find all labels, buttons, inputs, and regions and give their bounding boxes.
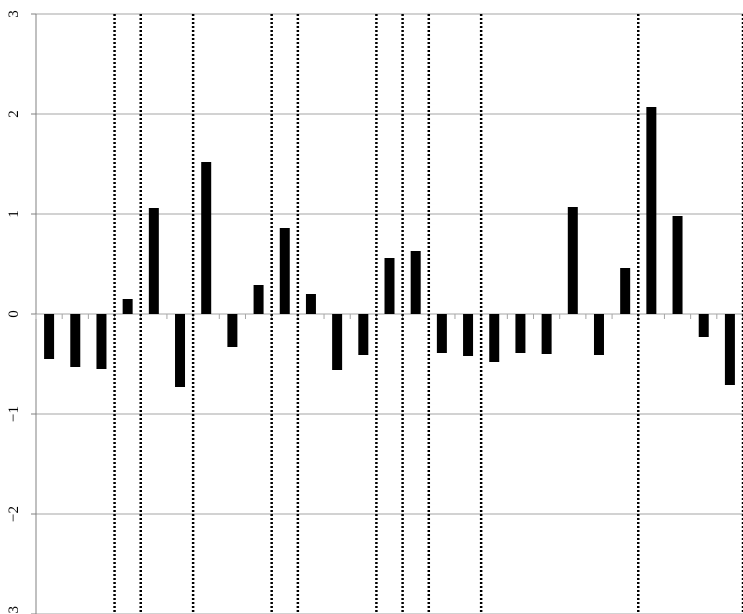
bar	[175, 314, 186, 387]
group-dividers	[113, 14, 743, 614]
bar	[70, 314, 81, 367]
bar	[253, 285, 264, 314]
bar	[593, 314, 604, 355]
bar	[567, 207, 578, 314]
bar	[201, 162, 212, 314]
bar	[515, 314, 526, 353]
bars	[44, 107, 735, 387]
y-axis: 3 2 1 0 −1 −2 −3	[6, 10, 743, 614]
bar	[96, 314, 107, 369]
bar	[698, 314, 709, 337]
y-tick-label: 2	[6, 110, 22, 118]
y-tick-label: −2	[6, 506, 22, 522]
bar	[724, 314, 735, 385]
y-tick-label: 3	[6, 10, 22, 18]
bar	[410, 251, 421, 314]
bar	[227, 314, 238, 347]
y-tick-label: −1	[6, 406, 22, 422]
bar	[279, 228, 290, 314]
bar	[122, 299, 133, 314]
bar	[436, 314, 447, 353]
bar	[489, 314, 500, 362]
bar	[646, 107, 657, 314]
bar	[44, 314, 55, 359]
bar	[463, 314, 474, 356]
bar	[332, 314, 343, 370]
bar	[541, 314, 552, 354]
y-tick-label: 1	[6, 210, 22, 218]
bar	[672, 216, 683, 314]
bar	[358, 314, 369, 355]
bar	[620, 268, 631, 314]
bar	[148, 208, 159, 314]
y-tick-label: −3	[6, 606, 22, 614]
y-tick-label: 0	[6, 310, 22, 318]
bar	[305, 294, 316, 314]
bar	[384, 258, 395, 314]
